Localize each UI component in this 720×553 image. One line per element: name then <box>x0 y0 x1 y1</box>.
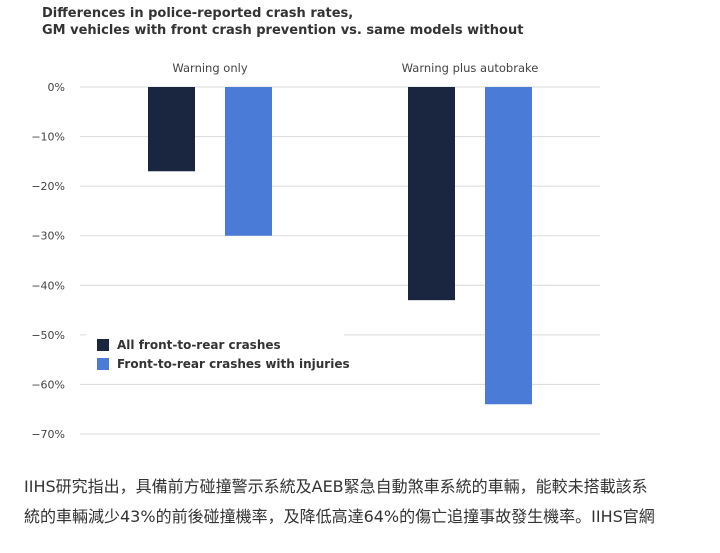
legend-background <box>86 330 344 375</box>
y-tick-label: 0% <box>48 81 65 94</box>
y-tick-label: −10% <box>31 131 65 144</box>
y-tick-label: −50% <box>31 329 65 342</box>
bar <box>408 87 455 301</box>
legend-swatch <box>97 358 109 370</box>
chart-title: Differences in police-reported crash rat… <box>42 6 354 21</box>
bar <box>485 87 532 405</box>
legend-label: All front-to-rear crashes <box>117 338 281 352</box>
y-tick-label: −60% <box>31 378 65 391</box>
legend-swatch <box>97 339 109 351</box>
caption-line-1: IIHS研究指出，具備前方碰撞警示系統及AEB緊急自動煞車系統的車輛，能較未搭載… <box>24 477 648 496</box>
legend-label: Front-to-rear crashes with injuries <box>117 357 350 371</box>
bar <box>148 87 195 172</box>
caption-line-2: 統的車輛減少43%的前後碰撞機率，及降低高達64%的傷亡追撞事故發生機率。IIH… <box>24 507 655 526</box>
y-tick-label: −70% <box>31 428 65 441</box>
chart-title-block: Differences in police-reported crash rat… <box>42 5 523 39</box>
category-label: Warning only <box>172 61 247 75</box>
y-tick-label: −20% <box>31 180 65 193</box>
y-tick-label: −30% <box>31 230 65 243</box>
y-tick-label: −40% <box>31 279 65 292</box>
bar-chart: 0% −10% −20% −30% −40% −50% −60% −70% Warning on… <box>31 61 600 441</box>
photo-caption: IIHS研究指出，具備前方碰撞警示系統及AEB緊急自動煞車系統的車輛，能較未搭載… <box>24 472 704 532</box>
chart-subtitle: GM vehicles with front crash prevention … <box>42 23 524 38</box>
category-label: Warning plus autobrake <box>402 61 539 75</box>
bar <box>225 87 272 236</box>
